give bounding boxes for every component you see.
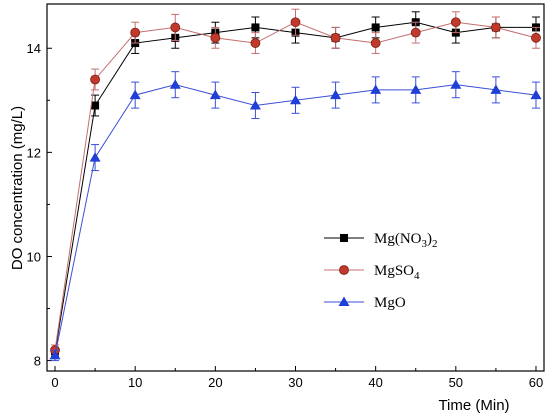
data-point (410, 84, 422, 94)
series-2 (49, 71, 542, 362)
data-point (209, 89, 221, 100)
data-point (330, 32, 341, 43)
legend-marker (338, 296, 350, 306)
legend-label-base: Mg(NO (374, 231, 422, 247)
y-tick-label: 14 (27, 41, 41, 56)
data-point (130, 27, 141, 38)
legend-label-subscript: 3 (422, 238, 428, 250)
data-point (89, 152, 101, 162)
data-point (290, 94, 301, 105)
data-point (90, 74, 100, 85)
data-point (49, 349, 61, 360)
legend-item: MgSO4 (324, 263, 420, 282)
legend-label-subscript: 2 (432, 238, 438, 250)
data-point (370, 84, 382, 94)
legend-label-base: MgSO (374, 263, 414, 279)
data-point (129, 89, 141, 100)
data-point (371, 23, 380, 32)
series-line (54, 21, 537, 351)
y-axis-title: DO concentration (mg/L) (9, 106, 26, 270)
data-point (91, 101, 100, 110)
legend-label: MgO (374, 295, 406, 311)
x-tick-label: 20 (208, 375, 222, 390)
legend-label: MgSO4 (374, 263, 420, 282)
data-point (491, 22, 501, 33)
data-point (531, 32, 541, 43)
data-point (170, 22, 181, 33)
legend-marker (339, 265, 349, 275)
legend: Mg(NO3)2 MgSO4 MgO (324, 231, 438, 311)
y-tick-label: 8 (34, 354, 41, 369)
data-point (251, 23, 260, 32)
data-point (249, 100, 261, 110)
y-tick-label: 10 (27, 249, 41, 264)
x-tick-label: 60 (529, 375, 543, 390)
legend-label-mid: ) (427, 231, 432, 247)
data-point (169, 79, 181, 89)
x-tick-label: 0 (51, 375, 58, 390)
x-tick-label: 50 (449, 375, 463, 390)
data-point (210, 32, 221, 43)
data-point (330, 89, 342, 100)
series-line (54, 21, 536, 353)
data-point (410, 27, 421, 38)
y-tick-label: 12 (27, 145, 41, 160)
legend-item: MgO (324, 295, 406, 311)
x-axis-title: Time (Min) (438, 397, 509, 414)
data-point (530, 89, 542, 100)
plot-frame (46, 3, 545, 372)
x-tick-label: 40 (368, 375, 382, 390)
data-point (450, 17, 461, 28)
data-point (450, 79, 462, 89)
data-point (250, 38, 261, 48)
legend-label-subscript: 4 (414, 270, 420, 282)
legend-marker (340, 234, 348, 242)
legend-label: Mg(NO3)2 (374, 231, 438, 250)
series-0 (51, 11, 540, 359)
series-line (54, 84, 537, 356)
legend-item: Mg(NO3)2 (324, 231, 438, 250)
axis-ticks: 0 10 20 30 40 50 60 8 10 12 14 (27, 41, 544, 390)
x-tick-label: 10 (128, 375, 142, 390)
data-point (370, 38, 381, 48)
data-point (490, 84, 502, 94)
data-point (290, 17, 301, 28)
x-tick-label: 30 (288, 375, 302, 390)
series-layer (49, 8, 542, 362)
series-1 (50, 8, 541, 356)
